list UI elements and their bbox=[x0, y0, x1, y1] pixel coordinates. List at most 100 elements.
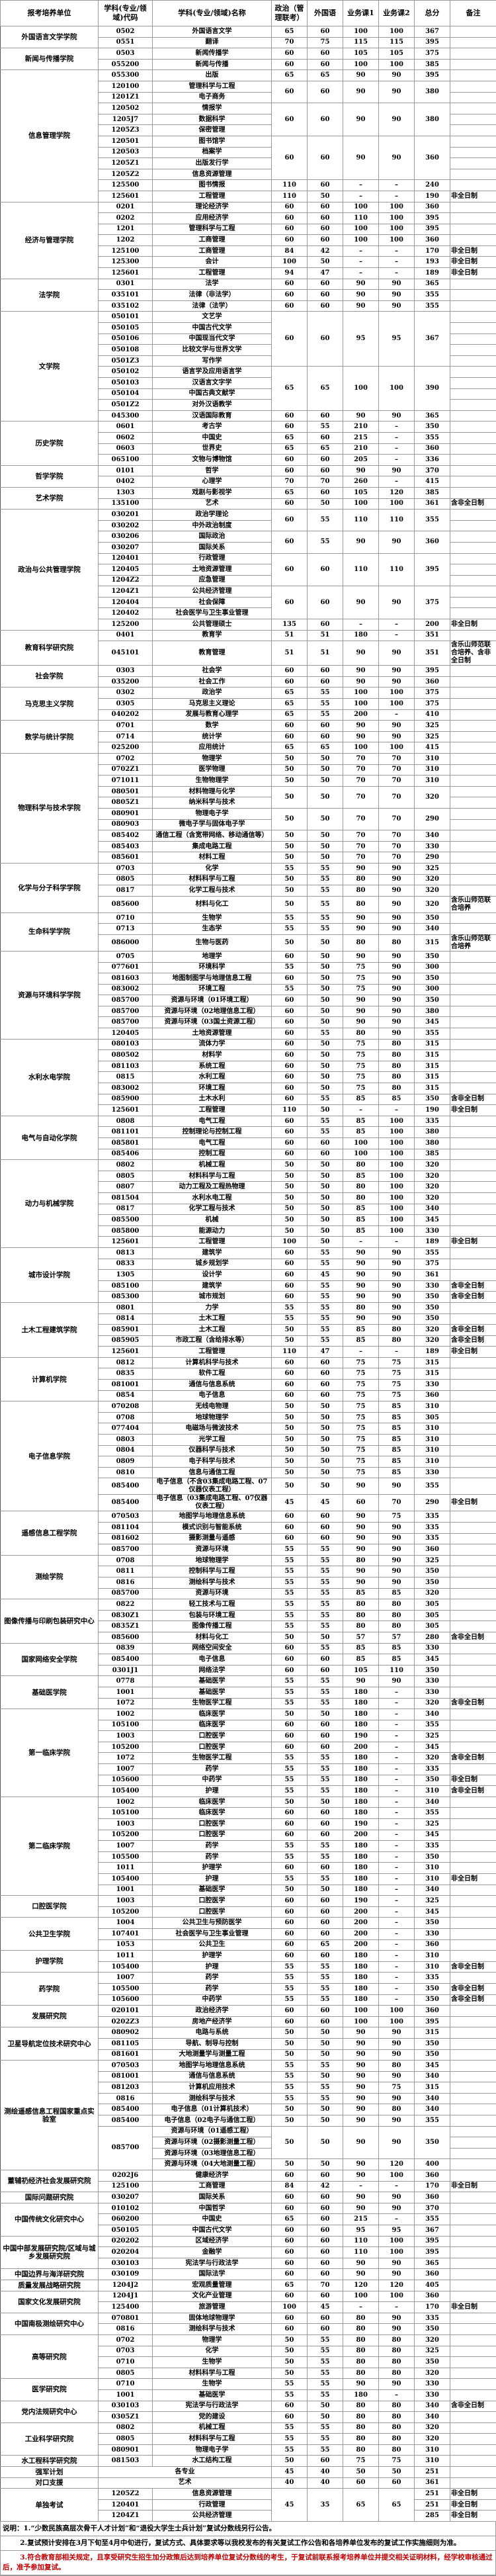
course2-score: – bbox=[379, 1819, 415, 1830]
subject-code: 0714 bbox=[99, 731, 153, 742]
politics-score: 51 bbox=[272, 641, 308, 666]
note-cell bbox=[450, 2280, 496, 2291]
course1-score: 90 bbox=[343, 676, 379, 688]
course2-score: 100 bbox=[379, 59, 415, 70]
foreign-score: 50 bbox=[308, 2126, 343, 2159]
course2-score: 75 bbox=[379, 1380, 415, 1391]
subject-name: 生物医学工程 bbox=[153, 1698, 272, 1709]
note-cell bbox=[450, 2104, 496, 2115]
course1-score: 180 bbox=[343, 1764, 379, 1775]
politics-score: 60 bbox=[272, 510, 308, 531]
foreign-score: 50 bbox=[308, 764, 343, 776]
foreign-score: 55 bbox=[308, 924, 343, 935]
foreign-score: 55 bbox=[308, 1775, 343, 1786]
unit-cell: 资源与环境科学学院 bbox=[1, 951, 99, 1039]
note-cell bbox=[450, 235, 496, 246]
note-cell bbox=[450, 1533, 496, 1544]
subject-code: 1003 bbox=[99, 1819, 153, 1830]
subject-code: 0805 bbox=[99, 2368, 153, 2379]
note-cell bbox=[450, 2379, 496, 2390]
foreign-score: 50 bbox=[308, 754, 343, 765]
course1-score: 210 bbox=[343, 422, 379, 433]
header-foreign: 外国语 bbox=[308, 1, 343, 26]
course2-score: 90 bbox=[379, 962, 415, 973]
subject-name: 哲学 bbox=[153, 465, 272, 476]
course1-score: 180 bbox=[343, 1786, 379, 1797]
subject-code: 085600 bbox=[99, 896, 153, 912]
politics-score: 65 bbox=[272, 2280, 308, 2291]
foreign-score: 50 bbox=[308, 1709, 343, 1720]
total-score: 340 bbox=[415, 924, 450, 935]
politics-score: 50 bbox=[272, 874, 308, 885]
note-cell bbox=[450, 1808, 496, 1819]
course2-score: 90 bbox=[379, 103, 415, 136]
note-cell bbox=[450, 754, 496, 765]
course2-score: 90 bbox=[379, 2115, 415, 2127]
note-cell bbox=[450, 1841, 496, 1852]
subject-name: 药学 bbox=[153, 1851, 272, 1863]
header-total: 总分 bbox=[415, 1, 450, 26]
course2-score: 60 bbox=[379, 2477, 415, 2489]
course1-score: 85 bbox=[343, 1116, 379, 1127]
note-cell bbox=[450, 422, 496, 433]
total-score: 320 bbox=[415, 1698, 450, 1709]
course1-score: 90 bbox=[343, 81, 379, 103]
unit-cell: 中国中部发展研究院/区域与城乡发展研究院 bbox=[1, 2236, 99, 2269]
course2-score: 100 bbox=[379, 498, 415, 510]
subject-code: 1202 bbox=[99, 235, 153, 246]
total-score: 325 bbox=[415, 1896, 450, 1907]
subject-code: 0601 bbox=[99, 422, 153, 433]
subject-name: 生物医学工程 bbox=[153, 1753, 272, 1764]
politics-score: 50 bbox=[272, 2346, 308, 2357]
course1-score: 180 bbox=[343, 1753, 379, 1764]
course1-score: 180 bbox=[343, 1687, 379, 1698]
politics-score: 50 bbox=[272, 1423, 308, 1435]
subject-name: 发展与教育心理学 bbox=[153, 709, 272, 721]
subject-code: 1201 bbox=[99, 224, 153, 235]
note-cell bbox=[450, 1544, 496, 1556]
politics-score: 60 bbox=[272, 1357, 308, 1368]
foreign-score: 60 bbox=[308, 1819, 343, 1830]
politics-score: 60 bbox=[272, 1742, 308, 1753]
subject-name: 新闻传播学 bbox=[153, 48, 272, 60]
note-cell bbox=[450, 2148, 496, 2159]
total-score: 350 bbox=[415, 1302, 450, 1313]
subject-code: 085901 bbox=[99, 1325, 153, 1336]
subject-name: 导航、制导与控制 bbox=[153, 2038, 272, 2049]
note-cell bbox=[450, 575, 496, 586]
course1-score: 90 bbox=[343, 1523, 379, 1534]
subject-name: 应用统计 bbox=[153, 742, 272, 754]
course2-score: 90 bbox=[379, 863, 415, 874]
total-score: 290 bbox=[415, 852, 450, 864]
foreign-score: 40 bbox=[308, 2477, 343, 2489]
subject-code: 1011 bbox=[99, 1863, 153, 1874]
politics-score: 60 bbox=[272, 973, 308, 985]
politics-score: 50 bbox=[272, 1160, 308, 1171]
course1-score: 75 bbox=[343, 1467, 379, 1478]
course2-score: 90 bbox=[379, 641, 415, 666]
unit-cell: 董辅礽经济社会发展研究院 bbox=[1, 2170, 99, 2192]
course2-score: 80 bbox=[379, 934, 415, 951]
note-cell: 含非全日制 bbox=[450, 1632, 496, 1643]
total-score: 350 bbox=[415, 2038, 450, 2049]
total-score: 375 bbox=[415, 1259, 450, 1270]
course1-score: 85 bbox=[343, 1335, 379, 1347]
politics-score: 60 bbox=[272, 2291, 308, 2302]
course1-score: 85 bbox=[343, 1204, 379, 1215]
note-cell bbox=[450, 1182, 496, 1193]
politics-score: 60 bbox=[272, 1138, 308, 1149]
total-score: 350 bbox=[415, 1994, 450, 2006]
unit-cell: 测绘遥感信息工程国家重点实验室 bbox=[1, 2061, 99, 2170]
subject-name: 化学 bbox=[153, 2346, 272, 2357]
note-cell bbox=[450, 180, 496, 191]
subject-name: 网络法学 bbox=[153, 1665, 272, 1676]
course1-score: 75 bbox=[343, 1435, 379, 1446]
subject-name: 中外政治制度 bbox=[153, 520, 272, 531]
politics-score: 100 bbox=[272, 257, 308, 268]
politics-score: 55 bbox=[272, 1555, 308, 1566]
note-cell bbox=[450, 1401, 496, 1413]
